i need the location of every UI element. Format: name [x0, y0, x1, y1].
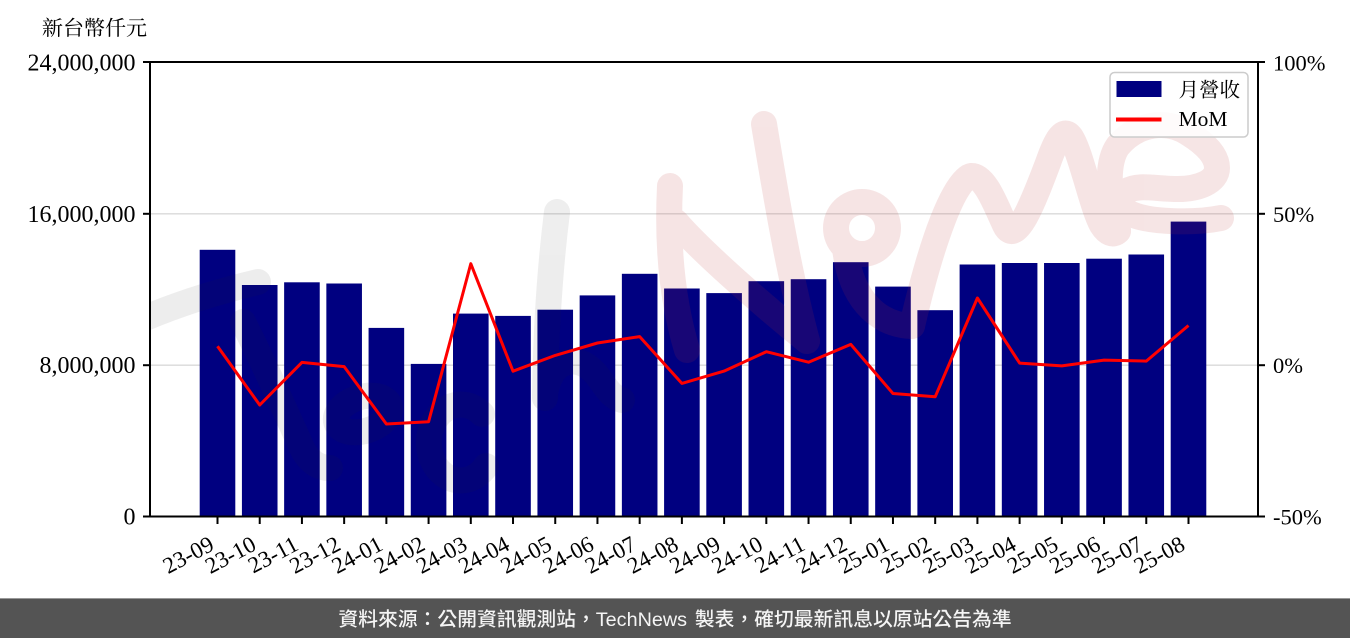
svg-text:8,000,000: 8,000,000: [40, 353, 136, 379]
svg-text:50%: 50%: [1273, 202, 1314, 227]
svg-text:MoM: MoM: [1179, 107, 1228, 131]
svg-text:16,000,000: 16,000,000: [28, 202, 136, 228]
svg-text:0: 0: [124, 505, 136, 531]
svg-text:0%: 0%: [1273, 353, 1303, 378]
svg-text:-50%: -50%: [1273, 505, 1322, 530]
svg-text:24,000,000: 24,000,000: [28, 51, 136, 77]
svg-text:100%: 100%: [1273, 51, 1326, 76]
svg-text:TechNews: TechNews: [596, 609, 687, 631]
